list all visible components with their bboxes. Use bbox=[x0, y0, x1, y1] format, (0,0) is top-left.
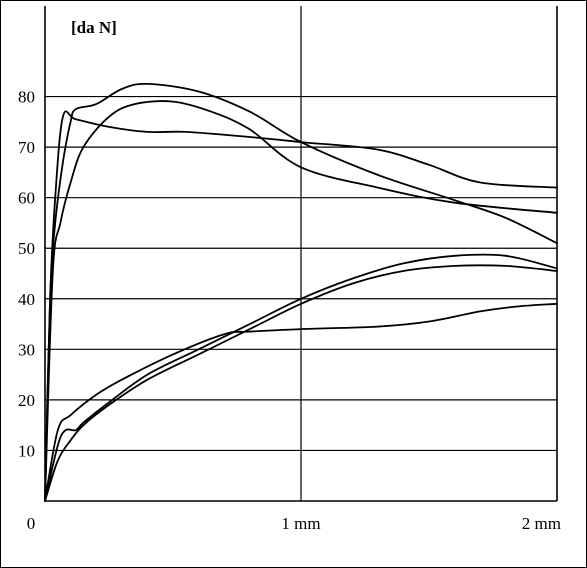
x-tick-labels: 0 1 mm 2 mm bbox=[27, 514, 561, 533]
y-tick-label-80: 80 bbox=[18, 88, 35, 107]
x-tick-label-1: 1 mm bbox=[281, 514, 320, 533]
series-line-1 bbox=[44, 110, 558, 502]
y-tick-label-60: 60 bbox=[18, 189, 35, 208]
series-lines bbox=[44, 82, 558, 502]
y-tick-label-20: 20 bbox=[18, 391, 35, 410]
series-line-5 bbox=[44, 264, 558, 502]
series-line-6 bbox=[44, 302, 558, 502]
y-tick-labels: 10 20 30 40 50 60 70 80 bbox=[18, 88, 35, 461]
series-line-2 bbox=[44, 82, 558, 502]
gridlines bbox=[45, 6, 557, 501]
y-axis-label: [da N] bbox=[71, 18, 117, 37]
series-line-3 bbox=[44, 100, 558, 502]
axes bbox=[44, 6, 558, 502]
x-tick-label-2: 2 mm bbox=[522, 514, 561, 533]
y-tick-label-30: 30 bbox=[18, 340, 35, 359]
series-line-4 bbox=[44, 253, 558, 502]
x-tick-label-0: 0 bbox=[27, 514, 36, 533]
y-tick-label-40: 40 bbox=[18, 290, 35, 309]
y-tick-label-50: 50 bbox=[18, 239, 35, 258]
y-tick-label-10: 10 bbox=[18, 441, 35, 460]
y-tick-label-70: 70 bbox=[18, 138, 35, 157]
